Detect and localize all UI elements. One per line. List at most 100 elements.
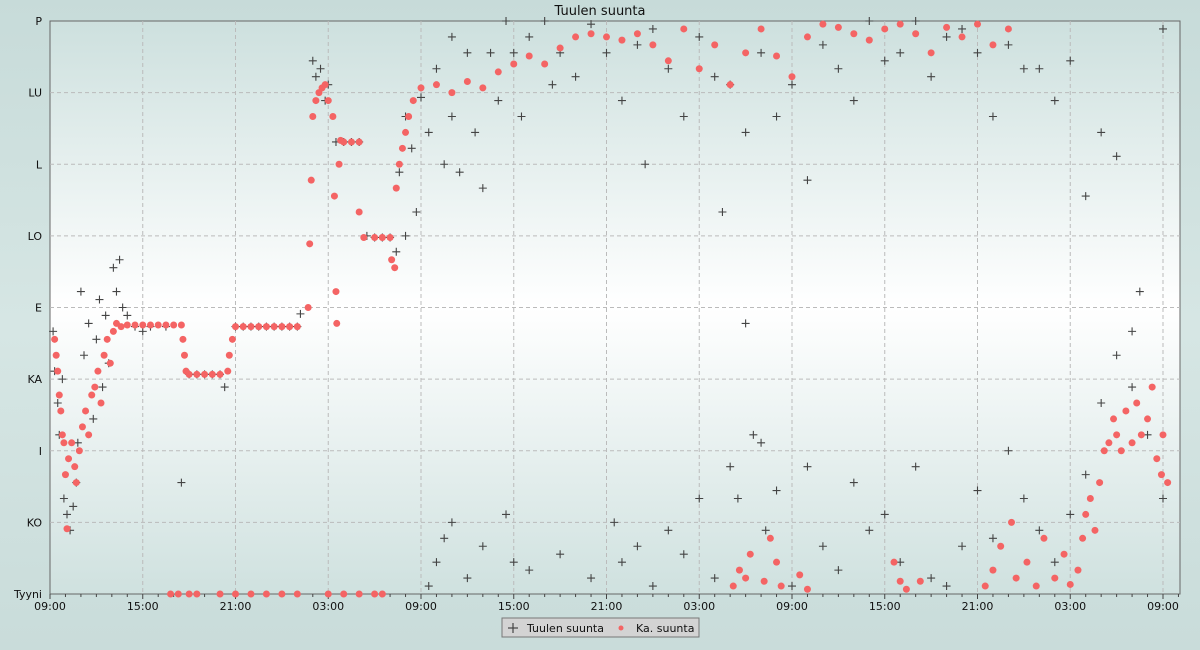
- data-point-dot: [378, 233, 386, 241]
- data-point-plus: [1050, 96, 1059, 105]
- data-point-dot: [398, 144, 406, 152]
- data-point-dot: [51, 335, 59, 343]
- data-point-dot: [71, 463, 79, 471]
- data-point-plus: [1128, 383, 1137, 392]
- data-point-dot: [432, 81, 440, 89]
- data-point-plus: [494, 96, 503, 105]
- data-point-dot: [1023, 558, 1031, 566]
- data-point-dot: [324, 97, 332, 105]
- data-point-plus: [112, 287, 121, 296]
- data-point-dot: [85, 431, 93, 439]
- data-point-dot: [803, 585, 811, 593]
- data-point-dot: [943, 23, 951, 31]
- data-point-dot: [448, 89, 456, 97]
- data-point-dot: [711, 41, 719, 49]
- data-point-dot: [664, 57, 672, 65]
- legend: Tuulen suunta Ka. suunta: [501, 617, 700, 638]
- data-point-plus: [412, 208, 421, 216]
- data-point-plus: [1112, 351, 1121, 360]
- data-point-plus: [69, 502, 78, 511]
- data-point-dot: [117, 323, 125, 331]
- data-point-plus: [220, 383, 229, 392]
- data-point-plus: [308, 56, 317, 65]
- data-point-dot: [735, 566, 743, 574]
- data-point-dot: [1100, 447, 1108, 455]
- data-point-dot: [510, 60, 518, 68]
- data-point-dot: [91, 383, 99, 391]
- data-point-plus: [401, 231, 410, 240]
- data-point-plus: [447, 32, 456, 41]
- data-point-plus: [988, 534, 997, 543]
- y-tick-label: P: [35, 15, 42, 28]
- data-point-dot: [177, 321, 185, 329]
- data-point-plus: [486, 48, 495, 57]
- data-point-dot: [587, 30, 595, 38]
- data-point-dot: [180, 351, 188, 359]
- data-point-plus: [1050, 558, 1059, 567]
- data-point-dot: [278, 590, 286, 598]
- data-point-dot: [556, 44, 564, 52]
- data-point-dot: [103, 335, 111, 343]
- data-point-plus: [123, 311, 132, 320]
- data-point-plus: [1004, 40, 1013, 49]
- data-point-plus: [1135, 287, 1144, 296]
- data-point-dot: [386, 233, 394, 241]
- x-tick-label: 21:00: [962, 600, 994, 613]
- legend-plus-icon: [508, 623, 518, 633]
- data-point-dot: [766, 534, 774, 542]
- data-point-dot: [208, 370, 216, 378]
- data-point-dot: [335, 160, 343, 168]
- data-point-plus: [548, 80, 557, 89]
- data-point-plus: [1019, 494, 1028, 503]
- data-point-plus: [973, 48, 982, 57]
- data-point-dot: [307, 176, 315, 184]
- data-point-dot: [850, 30, 858, 38]
- data-point-dot: [1086, 495, 1094, 502]
- data-point-dot: [391, 264, 399, 272]
- data-point-dot: [321, 81, 329, 89]
- data-point-plus: [610, 518, 619, 527]
- data-point-plus: [695, 32, 704, 41]
- data-point-plus: [95, 295, 104, 304]
- data-point-dot: [1004, 25, 1012, 33]
- data-point-plus: [59, 494, 68, 503]
- chart-title: Tuulen suunta: [554, 4, 646, 19]
- x-tick-label: 21:00: [220, 600, 252, 613]
- data-point-plus: [525, 566, 534, 575]
- data-point-dot: [1066, 580, 1074, 588]
- data-point-plus: [1097, 399, 1106, 407]
- data-point-dot: [355, 208, 363, 216]
- data-point-dot: [167, 590, 175, 598]
- data-point-dot: [695, 65, 703, 73]
- x-tick-label: 03:00: [312, 600, 344, 613]
- data-point-dot: [304, 304, 312, 311]
- data-point-dot: [1144, 415, 1152, 423]
- data-point-dot: [286, 323, 294, 331]
- data-point-dot: [881, 25, 889, 33]
- data-point-plus: [502, 17, 511, 25]
- data-point-plus: [617, 96, 626, 105]
- data-point-dot: [1153, 455, 1161, 463]
- data-point-dot: [100, 351, 108, 359]
- data-point-dot: [131, 321, 139, 329]
- data-point-dot: [378, 590, 386, 598]
- legend-label-wind: Tuulen suunta: [526, 622, 604, 635]
- data-point-plus: [911, 462, 920, 471]
- data-point-dot: [154, 321, 162, 329]
- data-point-dot: [896, 577, 904, 585]
- data-point-plus: [49, 327, 58, 336]
- data-point-plus: [1081, 470, 1090, 479]
- data-point-dot: [170, 321, 178, 329]
- data-point-dot: [239, 323, 247, 331]
- data-point-plus: [177, 478, 186, 487]
- x-tick-label: 09:00: [776, 600, 808, 613]
- data-point-plus: [1035, 526, 1044, 535]
- data-point-plus: [311, 72, 320, 81]
- data-point-dot: [997, 542, 1005, 550]
- data-point-dot: [278, 323, 286, 331]
- data-point-plus: [865, 17, 874, 25]
- data-point-plus: [818, 40, 827, 49]
- data-point-plus: [509, 48, 518, 57]
- data-point-dot: [340, 590, 348, 598]
- data-point-dot: [355, 138, 363, 146]
